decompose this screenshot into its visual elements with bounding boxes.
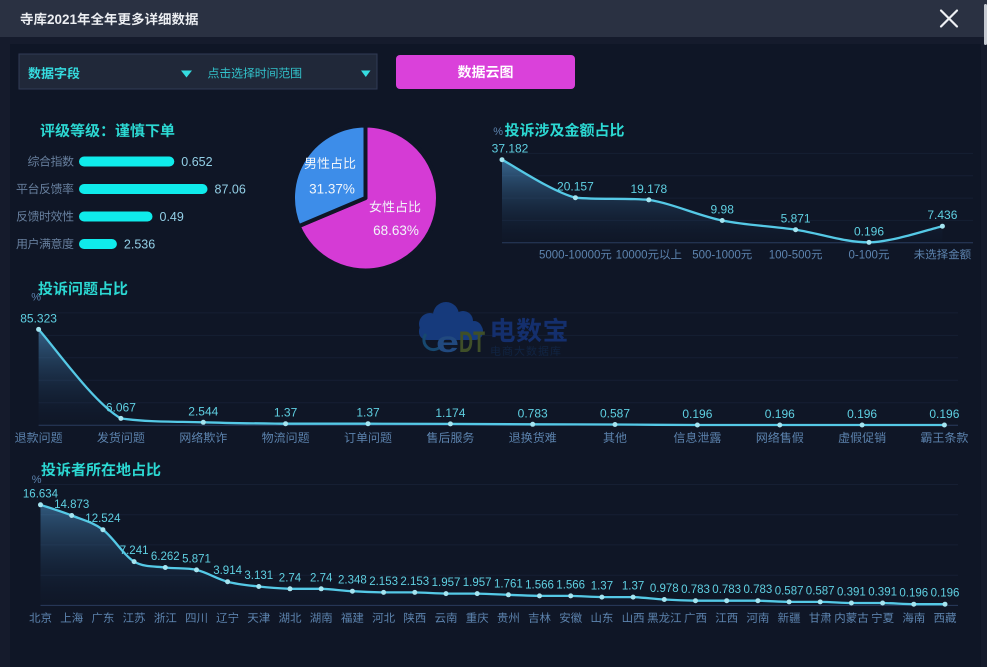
svg-text:1.37: 1.37 [622,581,644,593]
svg-text:5000-10000: 5000-10000 [539,250,600,262]
svg-text:6.067: 6.067 [106,400,136,414]
svg-text:%: % [32,474,42,486]
svg-text:68.63%: 68.63% [373,223,419,238]
svg-text:0.196: 0.196 [929,407,959,421]
svg-text:0.49: 0.49 [160,210,184,224]
svg-text:0.196: 0.196 [765,407,795,421]
svg-text:20.157: 20.157 [557,180,594,194]
svg-text:500-1000: 500-1000 [692,250,741,262]
svg-text:2.348: 2.348 [338,575,367,587]
svg-text:2.74: 2.74 [310,572,333,584]
svg-text:0.196: 0.196 [847,407,877,421]
svg-text:0.196: 0.196 [931,588,960,600]
svg-text:1.957: 1.957 [432,577,461,589]
svg-text:6.262: 6.262 [151,551,180,563]
svg-text:1.37: 1.37 [274,406,298,420]
svg-text:1.566: 1.566 [525,579,554,591]
svg-text:3.131: 3.131 [244,570,273,582]
svg-text:3.914: 3.914 [213,565,242,577]
svg-text:2.74: 2.74 [279,572,302,584]
svg-text:0.587: 0.587 [775,585,804,597]
svg-text:0.783: 0.783 [712,584,741,596]
svg-text:2021: 2021 [47,12,78,27]
svg-text:0.783: 0.783 [518,406,548,420]
svg-text:1.174: 1.174 [435,406,465,420]
svg-text:0.783: 0.783 [681,584,710,596]
svg-text:37.182: 37.182 [492,142,529,156]
svg-text:10000: 10000 [616,250,648,262]
svg-text:0-100: 0-100 [849,250,878,262]
svg-text:%: % [31,292,41,304]
svg-text:1.566: 1.566 [556,579,585,591]
svg-text:1.37: 1.37 [356,406,380,420]
svg-text:0.391: 0.391 [837,587,866,599]
svg-text:0.587: 0.587 [806,585,835,597]
svg-text:1.761: 1.761 [494,578,523,590]
svg-text:2.544: 2.544 [188,404,218,418]
svg-text:7.241: 7.241 [120,545,149,557]
svg-text:0.196: 0.196 [899,588,928,600]
svg-text:0.196: 0.196 [854,224,884,238]
svg-text:DT: DT [459,326,485,359]
svg-text:85.323: 85.323 [20,311,57,325]
svg-text:0.978: 0.978 [650,583,679,595]
svg-text:2.153: 2.153 [400,576,429,588]
svg-text:31.37%: 31.37% [309,182,355,197]
svg-text:19.178: 19.178 [630,182,667,196]
svg-text:87.06: 87.06 [215,182,246,196]
svg-text:0.196: 0.196 [682,407,712,421]
svg-text:1.957: 1.957 [463,577,492,589]
svg-text:2.536: 2.536 [124,237,155,251]
svg-text:9.98: 9.98 [711,203,735,217]
svg-text:0.783: 0.783 [744,584,773,596]
svg-text:1.37: 1.37 [591,581,613,593]
svg-text:0.652: 0.652 [181,155,212,169]
svg-text:7.436: 7.436 [927,208,957,222]
svg-text:0.587: 0.587 [600,407,630,421]
svg-text:0.391: 0.391 [868,587,897,599]
svg-text:%: % [493,126,503,138]
svg-text:100-500: 100-500 [769,250,811,262]
svg-text:14.873: 14.873 [54,499,89,511]
svg-text:5.871: 5.871 [781,212,811,226]
svg-text:16.634: 16.634 [23,488,59,500]
svg-text:e: e [436,326,459,359]
svg-text:2.153: 2.153 [369,576,398,588]
svg-text:5.871: 5.871 [182,553,211,565]
svg-text:12.524: 12.524 [85,513,121,525]
